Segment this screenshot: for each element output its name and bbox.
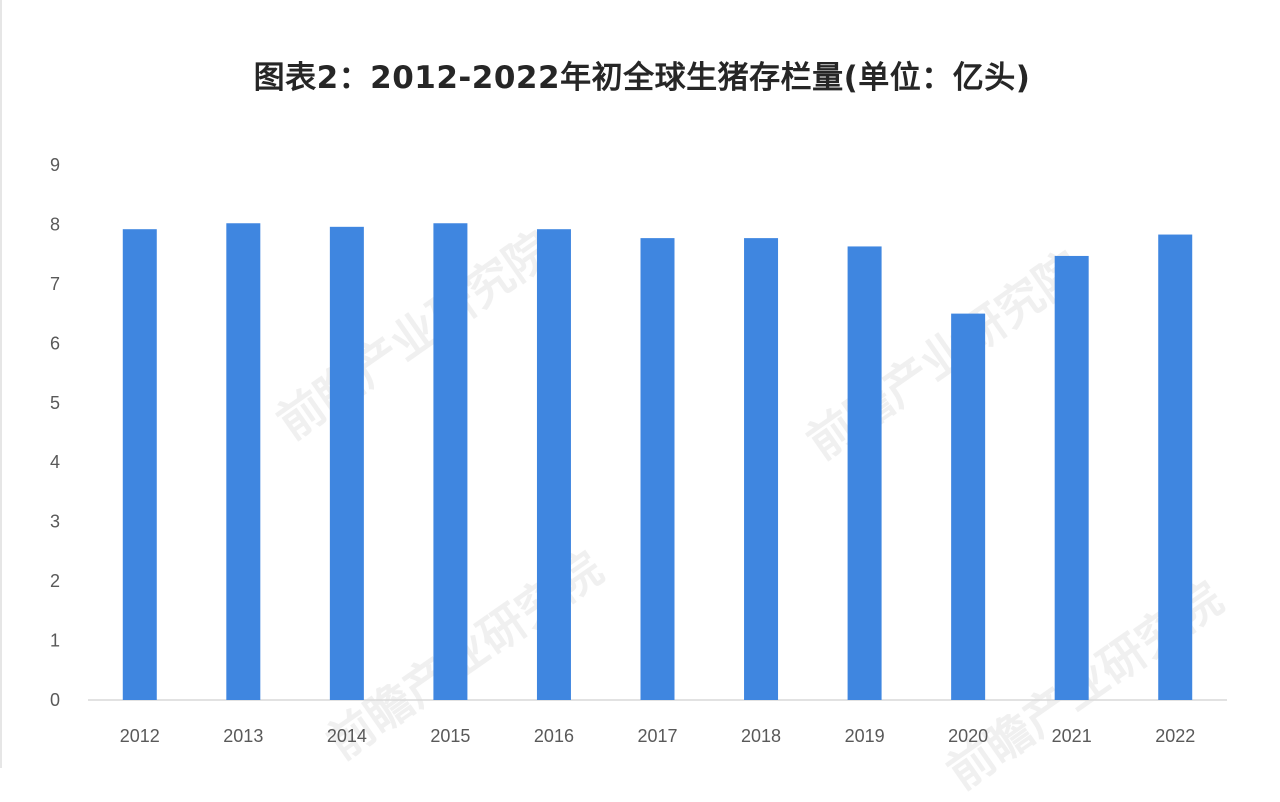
y-tick-label: 6 (50, 333, 60, 353)
chart-frame: 图表2：2012-2022年初全球生猪存栏量(单位：亿头) 前瞻产业研究院 前瞻… (0, 0, 1233, 800)
bar-2019 (847, 246, 882, 700)
y-tick-label: 5 (50, 393, 60, 413)
y-tick-label: 2 (50, 571, 60, 591)
y-tick-label: 7 (50, 274, 60, 294)
x-tick-label: 2020 (948, 726, 988, 746)
y-tick-label: 8 (50, 214, 60, 234)
y-axis-ticks: 0 1 2 3 4 5 6 7 8 9 (50, 155, 60, 710)
x-tick-label: 2016 (534, 726, 574, 746)
bar-2015 (433, 223, 468, 700)
x-tick-label: 2013 (223, 726, 263, 746)
x-tick-label: 2017 (637, 726, 677, 746)
x-tick-label: 2014 (327, 726, 367, 746)
bar-2017 (640, 238, 675, 700)
bar-2021 (1054, 255, 1089, 700)
y-tick-label: 3 (50, 512, 60, 532)
bar-2012 (122, 229, 157, 700)
x-tick-label: 2012 (120, 726, 160, 746)
x-tick-label: 2019 (845, 726, 885, 746)
bar-2013 (226, 223, 261, 700)
chart-title: 图表2：2012-2022年初全球生猪存栏量(单位：亿头) (253, 60, 1031, 96)
bar-2020 (951, 313, 986, 700)
y-tick-label: 1 (50, 631, 60, 651)
bar-2014 (329, 226, 364, 701)
bars (122, 223, 1193, 701)
x-tick-label: 2018 (741, 726, 781, 746)
bar-2018 (744, 238, 779, 700)
y-tick-label: 0 (50, 690, 60, 710)
bar-2022 (1158, 234, 1193, 701)
x-tick-label: 2022 (1155, 726, 1195, 746)
x-tick-label: 2015 (430, 726, 470, 746)
y-tick-label: 4 (50, 452, 60, 472)
y-tick-label: 9 (50, 155, 60, 175)
x-axis-ticks: 2012 2013 2014 2015 2016 2017 2018 2019 2020 2021… (120, 726, 1196, 746)
x-tick-label: 2021 (1052, 726, 1092, 746)
bar-2016 (536, 229, 571, 700)
